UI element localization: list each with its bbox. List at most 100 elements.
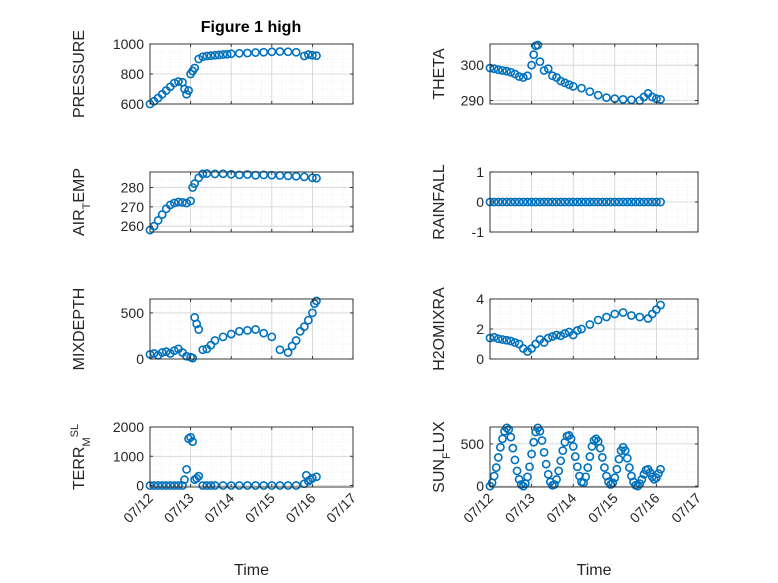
data-point xyxy=(652,197,661,207)
data-point xyxy=(610,309,620,319)
data-point xyxy=(622,197,632,207)
data-point xyxy=(581,472,591,482)
data-point xyxy=(506,67,516,77)
data-point xyxy=(602,93,611,103)
data-point xyxy=(267,170,277,180)
data-point xyxy=(610,197,620,207)
data-point xyxy=(514,197,524,207)
ylabel: THETA xyxy=(431,48,448,100)
data-point xyxy=(560,78,570,88)
data-point xyxy=(259,47,269,57)
data-point xyxy=(600,463,609,472)
series-markers xyxy=(485,40,665,105)
data-point xyxy=(614,454,624,464)
ylabel: RAINFALL xyxy=(431,164,448,240)
data-point xyxy=(210,336,220,345)
subplot-4: -1 0 1 RAINFALL xyxy=(431,164,699,240)
data-point xyxy=(602,197,611,207)
data-point xyxy=(610,473,620,483)
data-point xyxy=(194,325,204,334)
data-point xyxy=(178,197,187,207)
data-point xyxy=(149,349,159,358)
data-point xyxy=(214,50,224,60)
data-point xyxy=(493,197,503,207)
data-point xyxy=(206,481,216,490)
data-point xyxy=(174,77,183,86)
data-point xyxy=(226,481,236,490)
ytick-label: 2000 xyxy=(113,419,144,435)
ytick-label: 280 xyxy=(121,179,145,195)
data-point xyxy=(222,49,232,59)
data-point xyxy=(550,480,559,489)
ytick-label: 0 xyxy=(476,194,484,210)
ytick-label: 1000 xyxy=(113,448,144,464)
data-point xyxy=(184,86,193,95)
data-point xyxy=(620,446,630,456)
data-point xyxy=(287,341,297,351)
data-point xyxy=(527,197,536,207)
data-point xyxy=(226,329,236,339)
data-point xyxy=(174,197,183,207)
data-point xyxy=(275,47,285,56)
data-point xyxy=(307,308,317,318)
data-point xyxy=(647,197,657,207)
data-point xyxy=(312,173,321,183)
data-point xyxy=(556,456,566,466)
data-point xyxy=(218,169,228,179)
data-point xyxy=(535,197,545,207)
axes-box xyxy=(489,43,699,105)
ytick-label: 600 xyxy=(121,96,145,112)
data-point xyxy=(552,330,561,340)
data-point xyxy=(299,51,309,61)
data-point xyxy=(259,170,269,180)
data-point xyxy=(602,312,611,322)
data-point xyxy=(275,345,285,355)
data-point xyxy=(218,332,228,342)
data-point xyxy=(568,442,578,451)
ylabel: H2OMIXRA xyxy=(431,287,448,371)
data-point xyxy=(267,47,277,57)
data-point xyxy=(585,197,595,207)
data-point xyxy=(502,335,512,345)
data-point xyxy=(243,325,252,335)
series-markers xyxy=(485,197,665,207)
data-point xyxy=(498,434,507,444)
data-point xyxy=(502,66,512,76)
ytick-label: -1 xyxy=(472,224,485,240)
ytick-label: 800 xyxy=(121,66,145,82)
data-point xyxy=(652,473,661,483)
axes-box xyxy=(149,298,354,360)
data-point xyxy=(514,72,524,81)
data-point xyxy=(161,347,171,357)
data-point xyxy=(283,47,293,57)
data-point xyxy=(234,326,244,336)
data-point xyxy=(161,481,171,490)
ytick-label: 290 xyxy=(461,92,485,108)
data-point xyxy=(643,197,653,207)
data-point xyxy=(498,66,507,75)
data-point xyxy=(558,446,568,456)
data-point xyxy=(635,197,645,207)
data-point xyxy=(581,197,591,207)
data-point xyxy=(606,197,616,207)
data-point xyxy=(512,466,522,476)
data-point xyxy=(283,348,293,357)
data-point xyxy=(533,40,543,50)
data-point xyxy=(531,427,541,437)
data-point xyxy=(548,332,557,341)
ytick-label: 500 xyxy=(461,436,485,452)
data-point xyxy=(489,332,499,342)
data-point xyxy=(506,432,516,442)
data-point xyxy=(153,481,163,490)
data-point xyxy=(527,60,536,70)
data-point xyxy=(614,197,624,207)
minor-grid xyxy=(149,172,354,232)
data-point xyxy=(157,348,167,357)
data-point xyxy=(595,443,605,453)
data-point xyxy=(631,197,640,207)
subplot-6: 0 2 4 H2OMIXRA xyxy=(431,287,699,371)
data-point xyxy=(637,474,647,484)
ylabel: PRESSURE xyxy=(71,30,88,118)
data-point xyxy=(606,480,616,489)
